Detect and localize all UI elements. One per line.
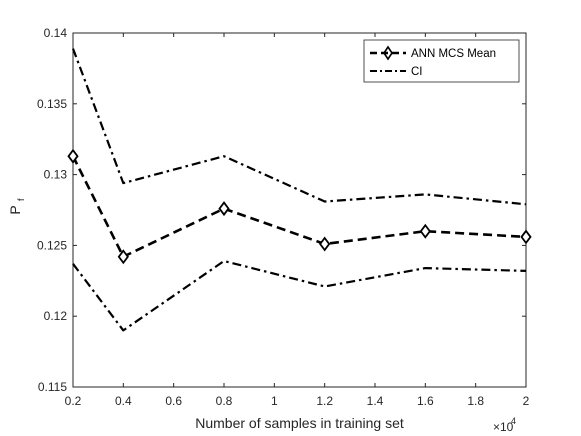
legend-label-mean: ANN MCS Mean: [411, 48, 496, 60]
data-point-marker: [218, 201, 230, 217]
y-tick-label: 0.115: [38, 380, 67, 394]
x-axis-multiplier: ×10 4: [493, 416, 516, 434]
data-point-marker: [419, 223, 431, 239]
y-axis-label: P f: [7, 198, 26, 215]
x-tick-label: 1.4: [367, 394, 384, 408]
y-axis-label-subscript: f: [16, 198, 26, 201]
data-point-marker: [520, 229, 532, 245]
series-ci-upper-line: [71, 48, 527, 206]
data-point-marker: [117, 249, 129, 265]
x-tick-label: 1.6: [417, 394, 434, 408]
y-tick-label: 0.125: [37, 238, 67, 252]
x-multiplier-base: ×10: [493, 420, 514, 434]
y-tick-label: 0.12: [44, 309, 68, 323]
plot-area: [72, 32, 527, 388]
x-tick-label: 0.6: [165, 394, 182, 408]
series-mean-line: [71, 155, 527, 259]
x-axis-label: Number of samples in training set: [195, 415, 404, 431]
y-tick-label: 0.14: [44, 26, 68, 40]
data-point-marker: [319, 236, 331, 252]
axis-ticks: 0.2 0.4 0.6 0.8 1 1.2 1.4 1.6 1.8 2 0.115 0.12 0.125…: [37, 26, 530, 408]
x-tick-label: 1.8: [467, 394, 484, 408]
x-tick-label: 0.2: [65, 394, 82, 408]
series-ci-lower-line: [72, 259, 527, 332]
x-tick-label: 0.4: [115, 394, 132, 408]
legend-marker-diamond: [383, 45, 393, 61]
legend: ANN MCS Mean CI: [363, 39, 520, 83]
legend-label-ci: CI: [411, 66, 423, 78]
x-tick-label: 2: [523, 394, 530, 408]
x-tick-label: 0.8: [216, 394, 233, 408]
legend-box: [363, 39, 520, 83]
x-multiplier-exponent: 4: [511, 416, 516, 426]
x-tick-label: 1: [271, 394, 278, 408]
data-point-marker: [67, 148, 79, 164]
y-axis-label-main: P: [7, 205, 23, 214]
y-tick-label: 0.135: [37, 97, 67, 111]
series-layer: [67, 48, 532, 332]
x-tick-label: 1.2: [316, 394, 333, 408]
y-tick-label: 0.13: [44, 168, 68, 182]
